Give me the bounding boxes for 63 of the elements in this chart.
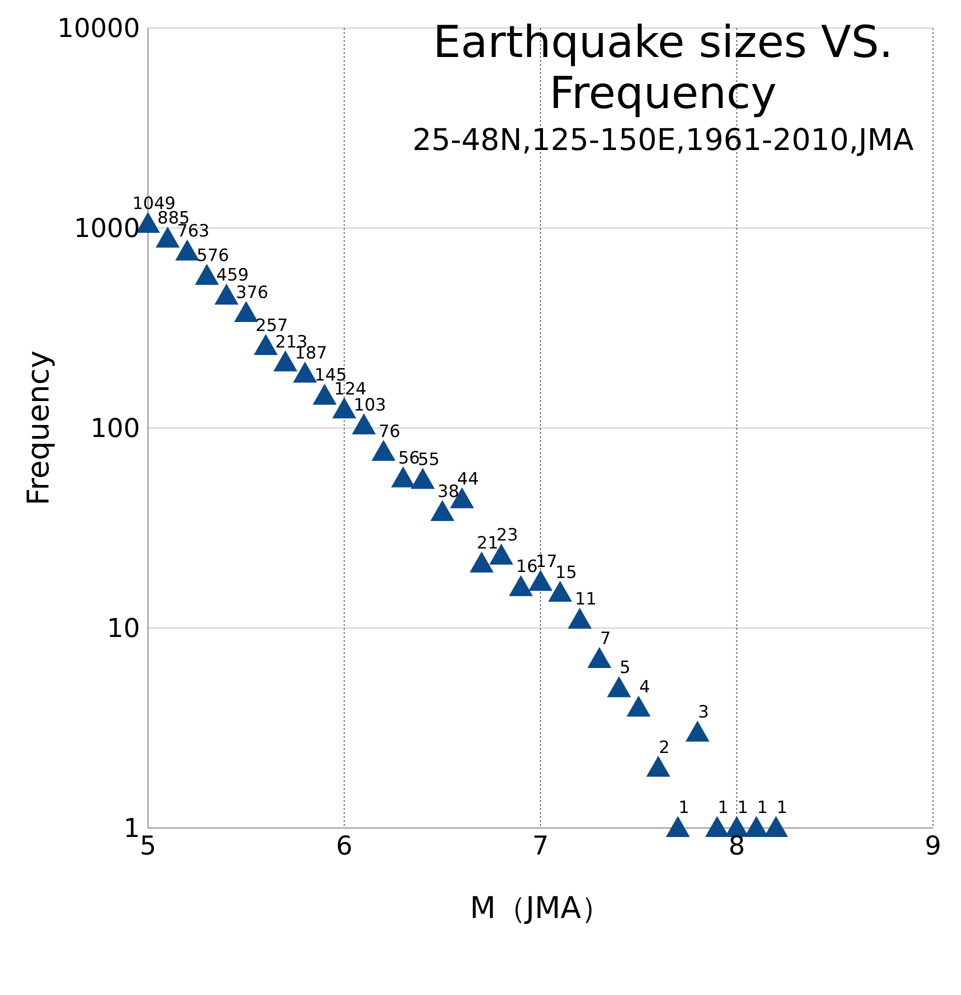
- data-label: 15: [555, 562, 577, 583]
- point: [175, 239, 200, 260]
- data-label: 1: [756, 798, 768, 818]
- point: [666, 816, 690, 837]
- x-tick-label: 6: [336, 831, 353, 862]
- data-label: 7: [600, 628, 611, 649]
- data-label: 17: [536, 552, 558, 572]
- point: [686, 720, 710, 742]
- data-label: 76: [378, 422, 400, 442]
- point: [646, 756, 670, 777]
- text: 25-48N,125-150E,1961-2010,JMA: [411, 123, 915, 158]
- data-label: 1: [678, 798, 690, 818]
- data-label: 2: [658, 738, 670, 758]
- x-tick-label: 7: [532, 831, 549, 862]
- data-label: 576: [196, 246, 230, 266]
- data-label: 1: [718, 798, 729, 818]
- point: [470, 552, 494, 573]
- point: [372, 440, 396, 461]
- y-tick-label: 1000: [74, 214, 140, 244]
- chart-title: Earthquake sizes VS. Frequency: [432, 17, 894, 120]
- y-tick-label: 10: [106, 614, 140, 644]
- point: [194, 264, 219, 285]
- point: [156, 226, 180, 248]
- data-label: 103: [354, 395, 386, 416]
- x-tick-label: 9: [924, 831, 942, 862]
- y-axis-title: Frequency: [22, 350, 57, 506]
- point: [430, 500, 454, 522]
- data-label: 23: [496, 526, 518, 546]
- point: [254, 334, 278, 356]
- data-label: 4: [639, 678, 650, 698]
- data-label: 5: [620, 658, 630, 678]
- point: [626, 696, 651, 717]
- data-label: 21: [476, 534, 498, 554]
- y-tick-label: 1: [123, 814, 140, 844]
- point: [764, 816, 788, 837]
- data-label: 56: [398, 448, 420, 468]
- point: [607, 676, 631, 698]
- point: [234, 300, 258, 322]
- point: [352, 413, 376, 434]
- point: [568, 608, 592, 629]
- point: [410, 468, 435, 489]
- point: [587, 646, 612, 668]
- point: [548, 580, 572, 602]
- y-tick-label: 10000: [57, 14, 140, 44]
- data-label: 55: [418, 450, 440, 470]
- point: [312, 384, 337, 405]
- x-axis-title: M（JMA）: [470, 891, 612, 926]
- x-tick-label: 5: [140, 831, 156, 862]
- data-label: 3: [698, 702, 709, 723]
- point: [508, 575, 533, 596]
- y-tick-label: 100: [90, 414, 140, 444]
- data-label: 1: [737, 798, 748, 818]
- data-label: 1: [776, 798, 788, 818]
- data-label: 44: [457, 469, 479, 490]
- x-tick-label: 8: [728, 831, 746, 862]
- point: [293, 362, 317, 383]
- point: [214, 284, 238, 305]
- point: [391, 466, 416, 488]
- data-label: 38: [438, 482, 460, 502]
- point: [273, 350, 298, 372]
- data-label: 11: [574, 590, 597, 610]
- data-label: 16: [516, 557, 538, 578]
- point: [332, 397, 356, 418]
